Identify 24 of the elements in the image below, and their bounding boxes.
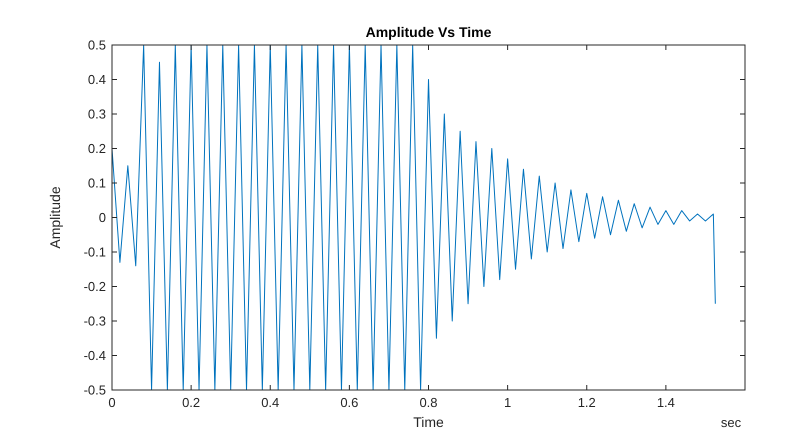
x-tick-label: 1 [504, 395, 512, 410]
y-tick-label: -0.5 [84, 382, 106, 398]
y-tick-label: -0.1 [84, 244, 106, 260]
y-tick-label: 0.4 [88, 72, 106, 87]
y-tick-label: -0.4 [84, 348, 106, 363]
y-tick-label: 0.5 [88, 38, 106, 52]
x-tick-label: 0 [108, 395, 116, 410]
y-tick-label: 0.2 [88, 141, 106, 156]
y-tick-label: -0.2 [84, 279, 106, 294]
x-axis-title: Time [413, 414, 444, 430]
y-tick-label: -0.3 [84, 314, 106, 328]
x-tick-label: 0.2 [182, 395, 200, 410]
text: sec [720, 415, 742, 430]
x-tick-label: 0.8 [419, 395, 438, 410]
chart-title: Amplitude Vs Time [366, 24, 492, 40]
x-tick-label: 0.6 [340, 395, 358, 410]
x-tick-label: 1.2 [578, 395, 596, 410]
x-tick-label: 1.4 [656, 395, 675, 410]
y-tick-label: 0 [98, 210, 106, 225]
x-tick-label: 0.4 [261, 395, 280, 410]
y-tick-label: 0.3 [88, 106, 106, 122]
y-tick-label: 0.1 [88, 176, 106, 190]
line-series [112, 44, 716, 390]
y-axis-title: Amplitude [47, 186, 63, 249]
